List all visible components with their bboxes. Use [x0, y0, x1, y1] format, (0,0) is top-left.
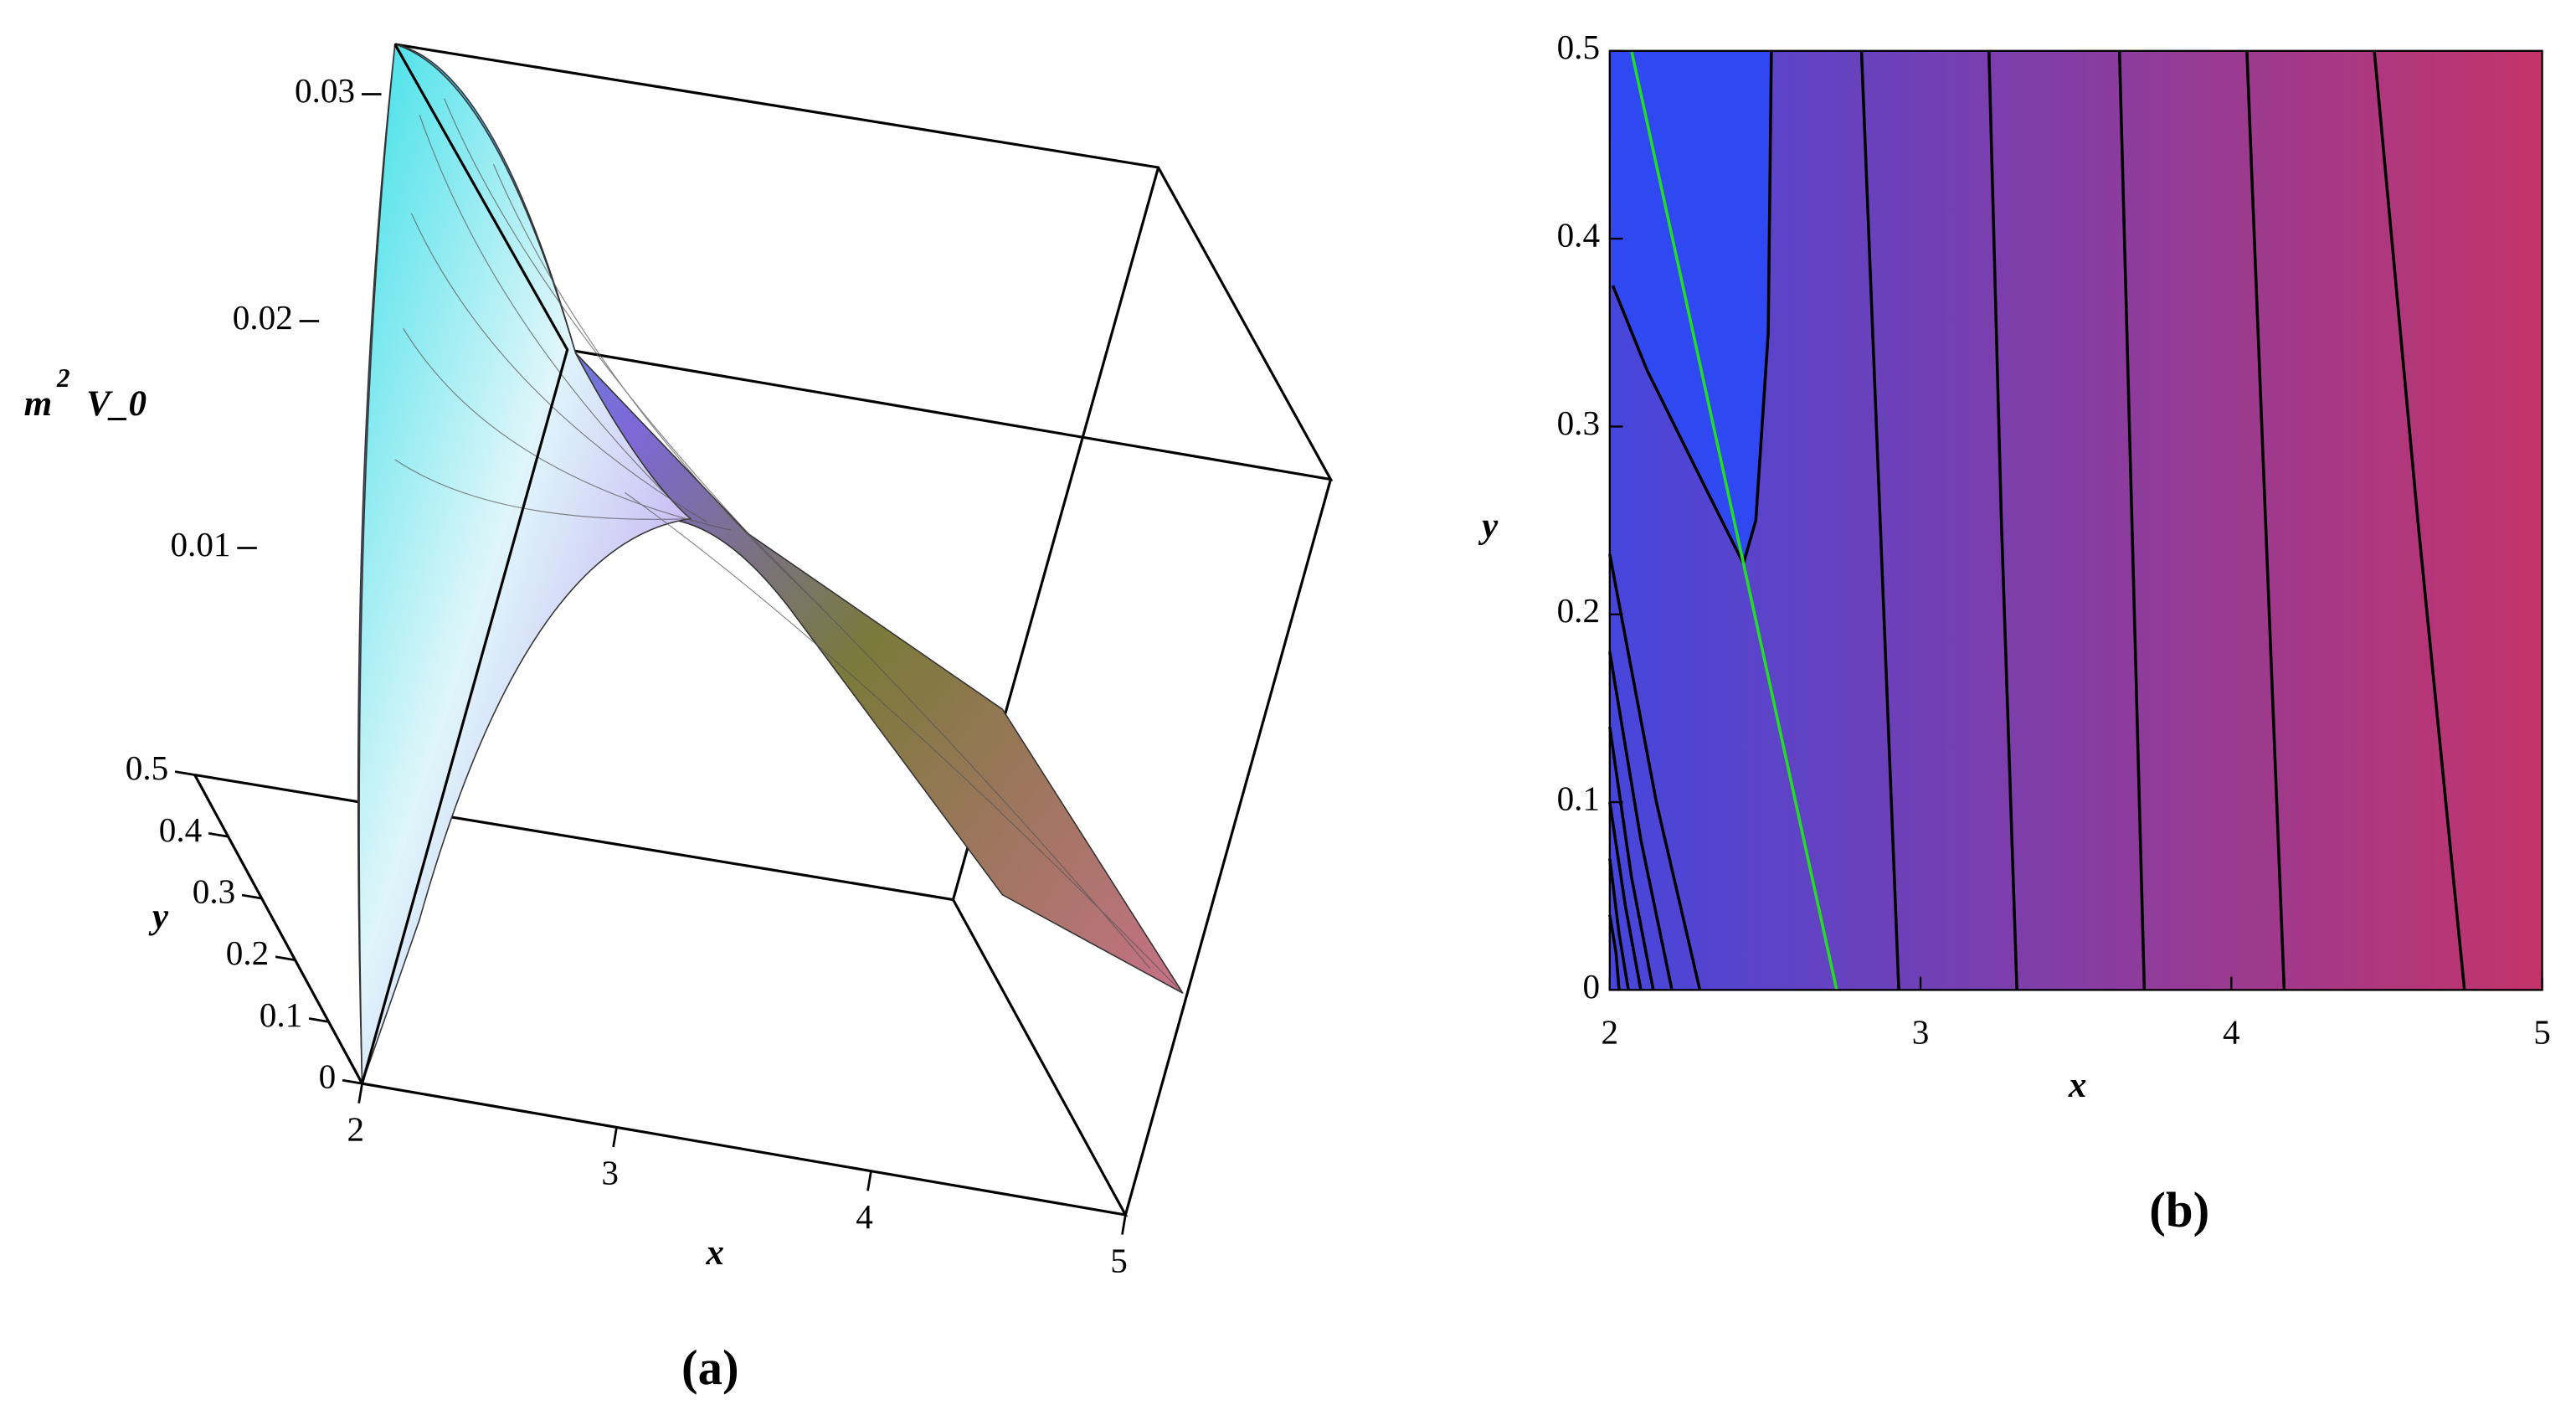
contour-line [1608, 651, 1674, 990]
contour-line [2245, 50, 2286, 990]
contour-line [2117, 50, 2147, 990]
caption: (a) [681, 1340, 739, 1395]
contour-line [1608, 801, 1643, 990]
contour-line [1608, 914, 1621, 990]
contour-line [2373, 50, 2466, 990]
contour-line [1608, 858, 1630, 990]
surface [357, 43, 1184, 1084]
x-tick [357, 1083, 363, 1103]
y-tick [208, 831, 229, 838]
x-tick-label: 4 [2223, 1013, 2240, 1052]
contour-plot: 2 3 4 5 0 0.1 0.2 0.3 0.4 0.5 x y (b) [1478, 28, 2551, 1237]
x-tick-label: 2 [1602, 1013, 1619, 1052]
contour-line [1859, 50, 1900, 990]
z-label: 2 [56, 363, 70, 393]
x-tick-label: 5 [1110, 1241, 1128, 1279]
y-tick-label: 0.5 [126, 749, 168, 787]
contour-line [1608, 553, 1702, 990]
x-tick-label: 2 [347, 1109, 364, 1148]
y-tick [174, 770, 195, 776]
contour-line [1987, 50, 2018, 990]
y-tick-label: 0.3 [193, 872, 235, 910]
contour-line [1608, 727, 1655, 990]
y-tick-label: 0.2 [226, 934, 269, 972]
x-tick-label: 5 [2533, 1013, 2551, 1052]
y-tick-label: 0.4 [159, 810, 202, 849]
y-tick-label: 0.2 [1557, 591, 1600, 630]
y-tick [342, 1078, 362, 1085]
y-tick-label: 0.5 [1557, 28, 1600, 66]
y-axis-label: y [148, 897, 169, 936]
x-axis-label: x [2068, 1066, 2087, 1105]
y-axis-label: y [1478, 506, 1499, 545]
z-tick-label: 0.01 [170, 525, 230, 563]
z-label: m [24, 384, 53, 424]
y-tick-label: 0.4 [1557, 216, 1600, 255]
x-tick-label: 3 [601, 1154, 619, 1192]
contour-region [1609, 50, 1771, 564]
z-tick-label: 0.03 [295, 71, 355, 110]
plot-frame [1608, 49, 2543, 991]
y-tick-label: 0.1 [1557, 779, 1600, 818]
x-tick [1121, 1214, 1127, 1235]
y-tick-label: 0.1 [260, 995, 302, 1034]
y-tick-label: 0 [1582, 967, 1600, 1006]
z-label: V_0 [86, 384, 147, 424]
y-tick [241, 893, 262, 900]
z-tick-label: 0.02 [233, 298, 293, 337]
x-tick-label: 4 [856, 1197, 873, 1236]
caption: (b) [2149, 1183, 2209, 1237]
x-tick [612, 1127, 618, 1148]
y-tick-label: 0.3 [1557, 404, 1600, 442]
x-axis-label: x [705, 1233, 724, 1273]
x-tick [866, 1170, 872, 1191]
contour-line [1630, 50, 1838, 990]
x-tick-label: 3 [1912, 1013, 1930, 1052]
y-tick [308, 1017, 329, 1023]
y-tick-label: 0 [319, 1057, 337, 1096]
y-tick [275, 955, 296, 962]
